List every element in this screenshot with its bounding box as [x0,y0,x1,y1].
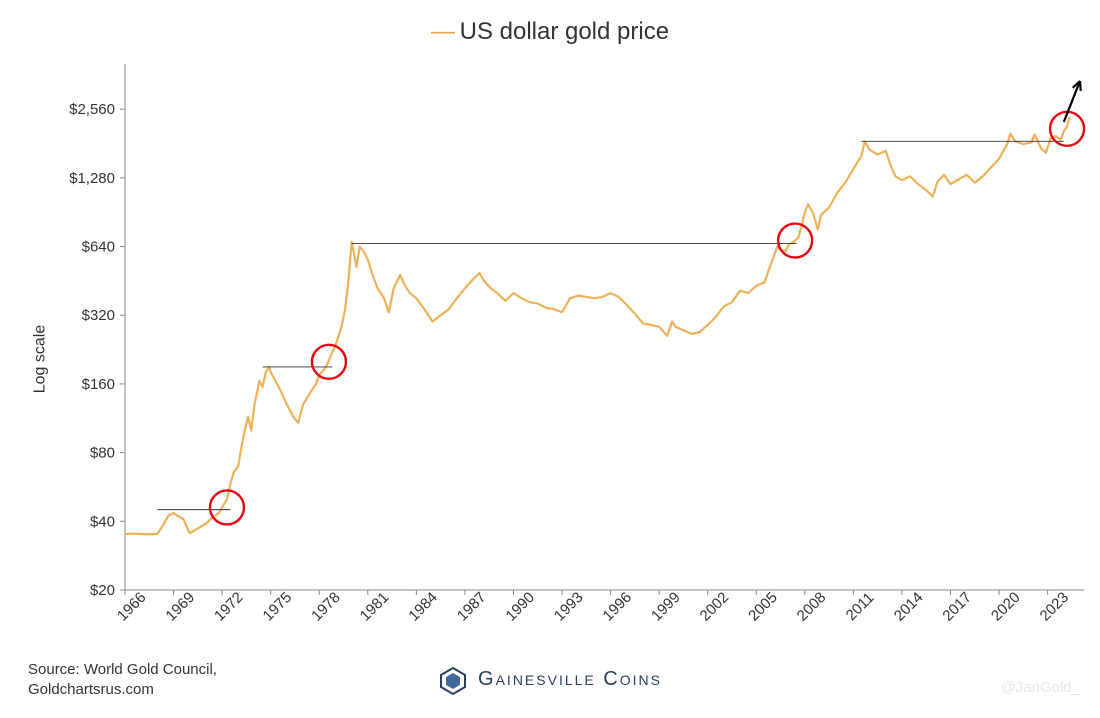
x-tick-label: 1972 [211,589,247,625]
branding-logo-icon [438,666,468,696]
x-tick-label: 2020 [988,589,1024,625]
x-tick-label: 2023 [1037,589,1073,625]
x-tick-label: 1987 [454,589,490,625]
x-tick-label: 2008 [794,589,830,625]
x-tick-label: 2014 [891,589,927,625]
x-tick-label: 1993 [551,589,587,625]
y-tick-label: $160 [82,376,115,393]
x-tick-label: 2002 [697,589,733,625]
y-tick-label: $80 [90,445,115,462]
branding-name: Gainesville Coins [478,668,662,690]
x-tick-label: 1999 [648,589,684,625]
watermark: @JanGold_ [1001,679,1080,696]
y-tick-label: $640 [82,239,115,256]
x-tick-label: 1990 [502,589,538,625]
x-tick-label: 1978 [308,589,344,625]
y-tick-label: $20 [90,582,115,599]
x-tick-label: 2017 [939,589,975,625]
x-tick-label: 1969 [162,589,198,625]
breakout-circle [1050,112,1084,146]
gold-price-line [125,118,1069,535]
x-tick-label: 2005 [745,589,781,625]
chart-svg: $20 $40 $80 $160 $320 $640 $1,280 $2,560 1966 196… [0,0,1100,718]
chart-container: — US dollar gold price Log scale $20$40$… [0,0,1100,718]
y-tick-label: $1,280 [69,170,115,187]
branding: Gainesville Coins [0,666,1100,696]
y-tick-label: $320 [82,307,115,324]
x-tick-label: 1981 [357,589,393,625]
x-tick-label: 1966 [114,589,150,625]
x-tick-label: 1984 [405,589,441,625]
y-tick-label: $40 [90,513,115,530]
x-tick-label: 1996 [600,589,636,625]
y-tick-label: $2,560 [69,101,115,118]
x-tick-label: 2011 [843,589,878,624]
x-tick-label: 1975 [260,589,296,625]
